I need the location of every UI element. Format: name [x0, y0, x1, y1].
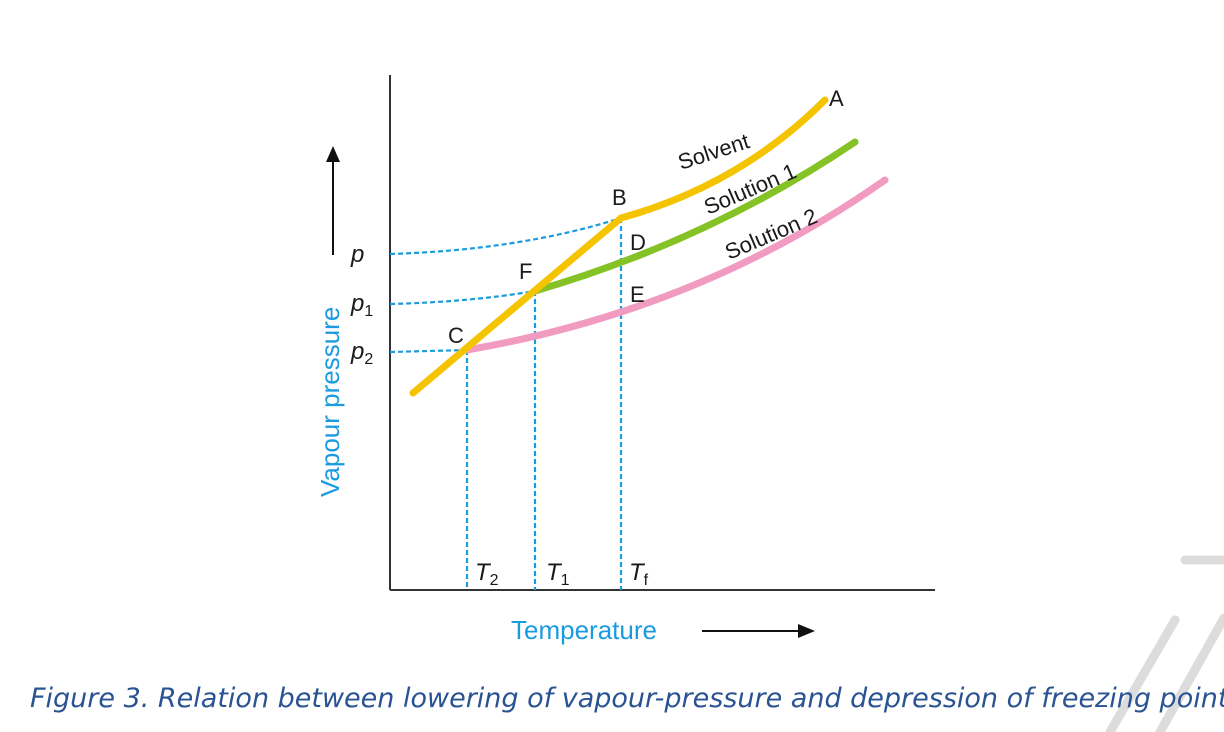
guide-p — [389, 216, 622, 256]
point-c: C — [448, 323, 464, 348]
ytick-p1: p1 — [350, 290, 373, 320]
point-b: B — [612, 185, 627, 210]
solution-1-curve — [531, 138, 859, 295]
guide-lines — [389, 216, 623, 590]
point-f: F — [519, 259, 532, 284]
y-axis-label: Vapour pressure — [315, 307, 345, 497]
guide-p2 — [389, 348, 468, 354]
solvent-curve — [617, 96, 829, 222]
point-a: A — [829, 86, 844, 111]
point-e: E — [630, 282, 645, 307]
y-axis-arrow-icon — [326, 146, 340, 162]
figure-caption: Figure 3. Relation between lowering of v… — [30, 683, 1224, 714]
xtick-t2: T2 — [475, 559, 499, 589]
xtick-tf: Tf — [629, 559, 649, 589]
x-axis-label: Temperature — [511, 615, 657, 645]
watermark — [1105, 555, 1224, 732]
ytick-p: p — [350, 241, 364, 268]
guide-p1 — [389, 289, 536, 306]
solution-2-curve — [463, 176, 889, 354]
xtick-t1: T1 — [546, 559, 570, 589]
solid-curve — [409, 214, 625, 397]
point-d: D — [630, 230, 646, 255]
ytick-p2: p2 — [350, 338, 373, 368]
x-axis-arrow-icon — [798, 624, 815, 638]
